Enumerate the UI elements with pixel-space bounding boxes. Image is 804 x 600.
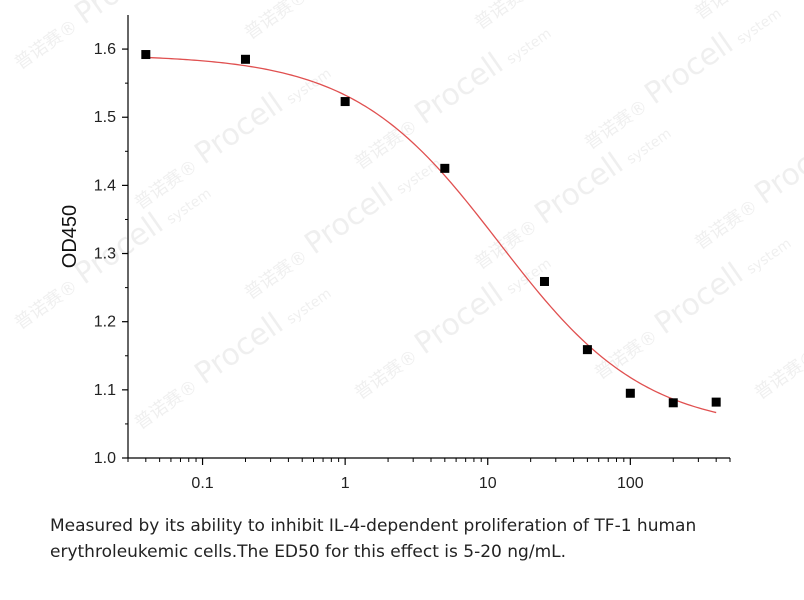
watermark-suffix-text: system (504, 26, 555, 68)
watermark-cn-text: 普诺赛® (11, 16, 82, 74)
data-point (440, 163, 450, 173)
watermark-cn-text: 普诺赛® (351, 116, 422, 174)
data-point (582, 345, 592, 355)
y-axis-title: OD450 (59, 205, 81, 268)
watermark-brand-text: Procell (188, 306, 289, 392)
watermark-brand-text: Procell (68, 0, 169, 32)
x-tick-label: 10 (479, 475, 497, 492)
watermark-brand-text: Procell (748, 126, 804, 212)
data-point (240, 54, 250, 64)
data-point (141, 50, 151, 60)
x-tick-label: 0.1 (191, 475, 213, 492)
dose-response-chart: 普诺赛®Procellsystem普诺赛®Procellsystem普诺赛®Pr… (11, 0, 804, 492)
watermark-brand-text: Procell (638, 26, 739, 112)
data-point (539, 276, 549, 286)
watermark-suffix-text: system (734, 6, 785, 48)
watermark-cn-text: 普诺赛® (241, 246, 312, 304)
data-point (711, 397, 721, 407)
watermark-suffix-text: system (284, 286, 335, 328)
watermark-brand-text: Procell (298, 0, 399, 2)
x-tick-label: 100 (617, 475, 644, 492)
watermark-brand-text: Procell (188, 86, 289, 172)
plot-area: 1.0 1.1 1.2 1.3 1.4 1.5 1.6 0.1 1 10 100 OD450 (59, 15, 731, 492)
watermark-cn-text: 普诺赛® (691, 196, 762, 254)
watermark-cn-text: 普诺赛® (11, 276, 82, 334)
y-tick-label: 1.5 (94, 109, 116, 126)
watermark-cn-text: 普诺赛® (751, 346, 804, 404)
watermark-cn-text: 普诺赛® (471, 0, 542, 34)
data-point (625, 388, 635, 398)
y-tick-label: 1.0 (94, 450, 116, 467)
y-tick-label: 1.1 (94, 382, 116, 399)
watermark-cn-text: 普诺赛® (241, 0, 312, 44)
watermark-brand-text: Procell (408, 46, 509, 132)
y-tick-label: 1.6 (94, 41, 116, 58)
y-tick-label: 1.4 (94, 177, 116, 194)
watermark-suffix-text: system (744, 236, 795, 278)
watermark-suffix-text: system (504, 256, 555, 298)
watermark-brand-text: Procell (408, 276, 509, 362)
y-tick-label: 1.2 (94, 314, 116, 331)
watermark-brand-text: Procell (528, 146, 629, 232)
watermark-cn-text: 普诺赛® (131, 376, 202, 434)
watermark-suffix-text: system (624, 126, 675, 168)
watermark-brand-text: Procell (68, 206, 169, 292)
data-point (668, 398, 678, 408)
watermark-brand-text: Procell (648, 256, 749, 342)
watermark-suffix-text: system (394, 156, 445, 198)
x-tick-label: 1 (341, 475, 350, 492)
fit-curve (145, 56, 717, 414)
watermark-brand-text: Procell (298, 176, 399, 262)
watermark-cn-text: 普诺赛® (351, 346, 422, 404)
data-point (340, 97, 350, 107)
y-tick-label: 1.3 (94, 246, 116, 263)
watermark-cn-text: 普诺赛® (691, 0, 762, 24)
figure-caption: Measured by its ability to inhibit IL-4-… (50, 516, 697, 562)
watermark-layer: 普诺赛®Procellsystem普诺赛®Procellsystem普诺赛®Pr… (11, 0, 804, 435)
